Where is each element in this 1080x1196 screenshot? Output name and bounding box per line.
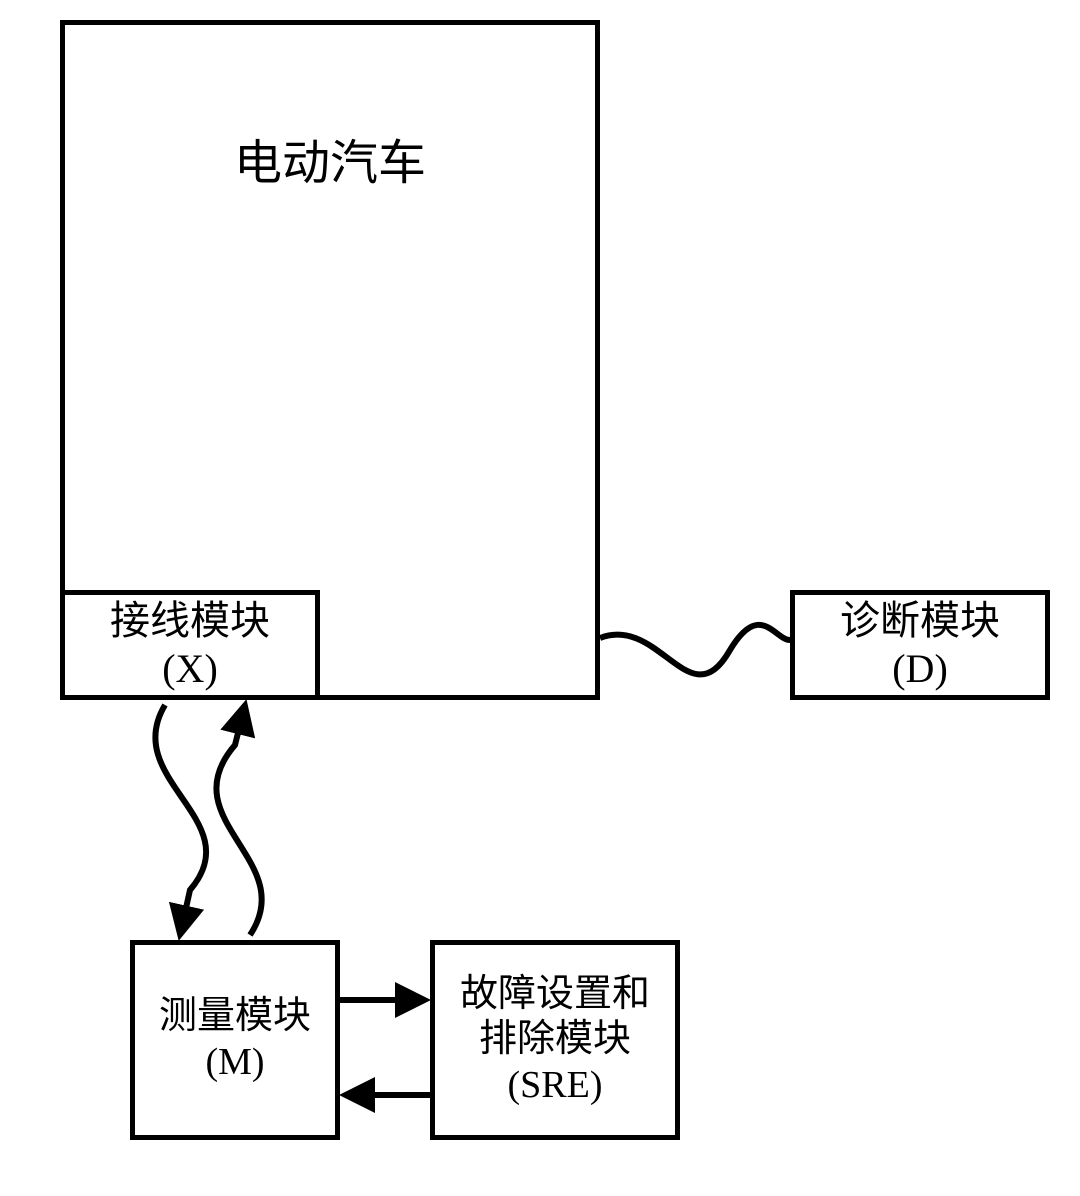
node-sre-line1: 故障设置和 — [460, 972, 650, 1018]
node-ev-label: 电动汽车 — [65, 135, 595, 193]
node-measure: 测量模块 (M) — [130, 940, 340, 1140]
edge-measure-to-wiring — [216, 705, 261, 935]
node-diag-line2: (D) — [892, 645, 948, 693]
node-diag-line1: 诊断模块 — [840, 597, 1000, 645]
node-wiring-line1: 接线模块 — [110, 597, 270, 645]
node-sre: 故障设置和 排除模块 (SRE) — [430, 940, 680, 1140]
edge-ev-to-diag — [600, 625, 790, 675]
node-measure-line1: 测量模块 — [159, 994, 311, 1040]
node-wiring: 接线模块 (X) — [60, 590, 320, 700]
node-wiring-line2: (X) — [162, 645, 218, 693]
edge-wiring-to-measure — [155, 705, 206, 935]
node-sre-line2: 排除模块 — [479, 1017, 631, 1063]
node-measure-line2: (M) — [205, 1040, 264, 1086]
node-diag: 诊断模块 (D) — [790, 590, 1050, 700]
node-sre-line3: (SRE) — [508, 1063, 603, 1109]
